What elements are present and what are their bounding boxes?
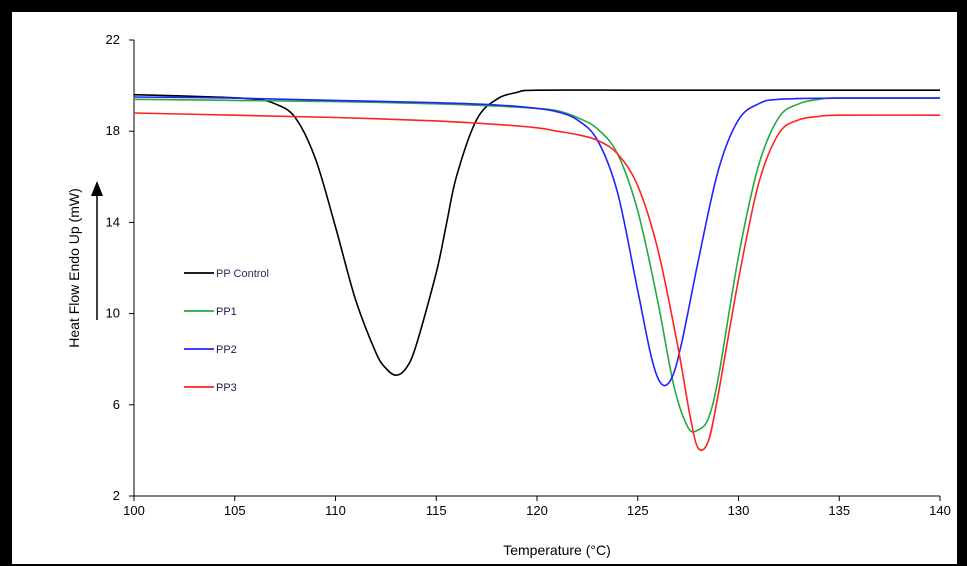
- y-axis-label: Heat Flow Endo Up (mW): [66, 188, 82, 347]
- series-lines: [133, 89, 941, 451]
- x-tick-label: 125: [627, 503, 649, 518]
- x-tick-label: 100: [123, 503, 145, 518]
- y-tick-label: 14: [106, 214, 120, 229]
- x-tick-label: 120: [526, 503, 548, 518]
- legend-label-pp-control: PP Control: [216, 268, 269, 280]
- x-tick-label: 140: [929, 503, 951, 518]
- legend-label-pp3: PP3: [216, 382, 237, 394]
- x-tick-label: 110: [325, 503, 346, 518]
- x-tick-label: 135: [828, 503, 850, 518]
- x-axis-label: Temperature (°C): [503, 542, 611, 558]
- y-tick-label: 10: [106, 306, 120, 321]
- x-tick-label: 115: [426, 503, 447, 518]
- legend: PP Control PP1 PP2 PP3: [184, 268, 269, 394]
- x-tick-label: 130: [728, 503, 750, 518]
- arrow-head: [91, 181, 103, 196]
- axes: 2 6 10 14 18 22 100 105 110 115 120 125 130 135 140: [106, 32, 951, 518]
- x-tick-label: 105: [224, 503, 246, 518]
- legend-label-pp2: PP2: [216, 344, 237, 356]
- series-line-pp1: [133, 97, 941, 433]
- series-line-pp-control: [133, 89, 940, 377]
- endo-up-arrow-icon: [91, 181, 103, 320]
- series-line-pp3: [133, 112, 941, 451]
- y-tick-label: 2: [113, 488, 120, 503]
- y-tick-label: 22: [106, 32, 120, 47]
- y-tick-label: 18: [106, 123, 120, 138]
- legend-label-pp1: PP1: [216, 306, 237, 318]
- series-line-pp2: [133, 96, 941, 387]
- y-tick-label: 6: [113, 397, 120, 412]
